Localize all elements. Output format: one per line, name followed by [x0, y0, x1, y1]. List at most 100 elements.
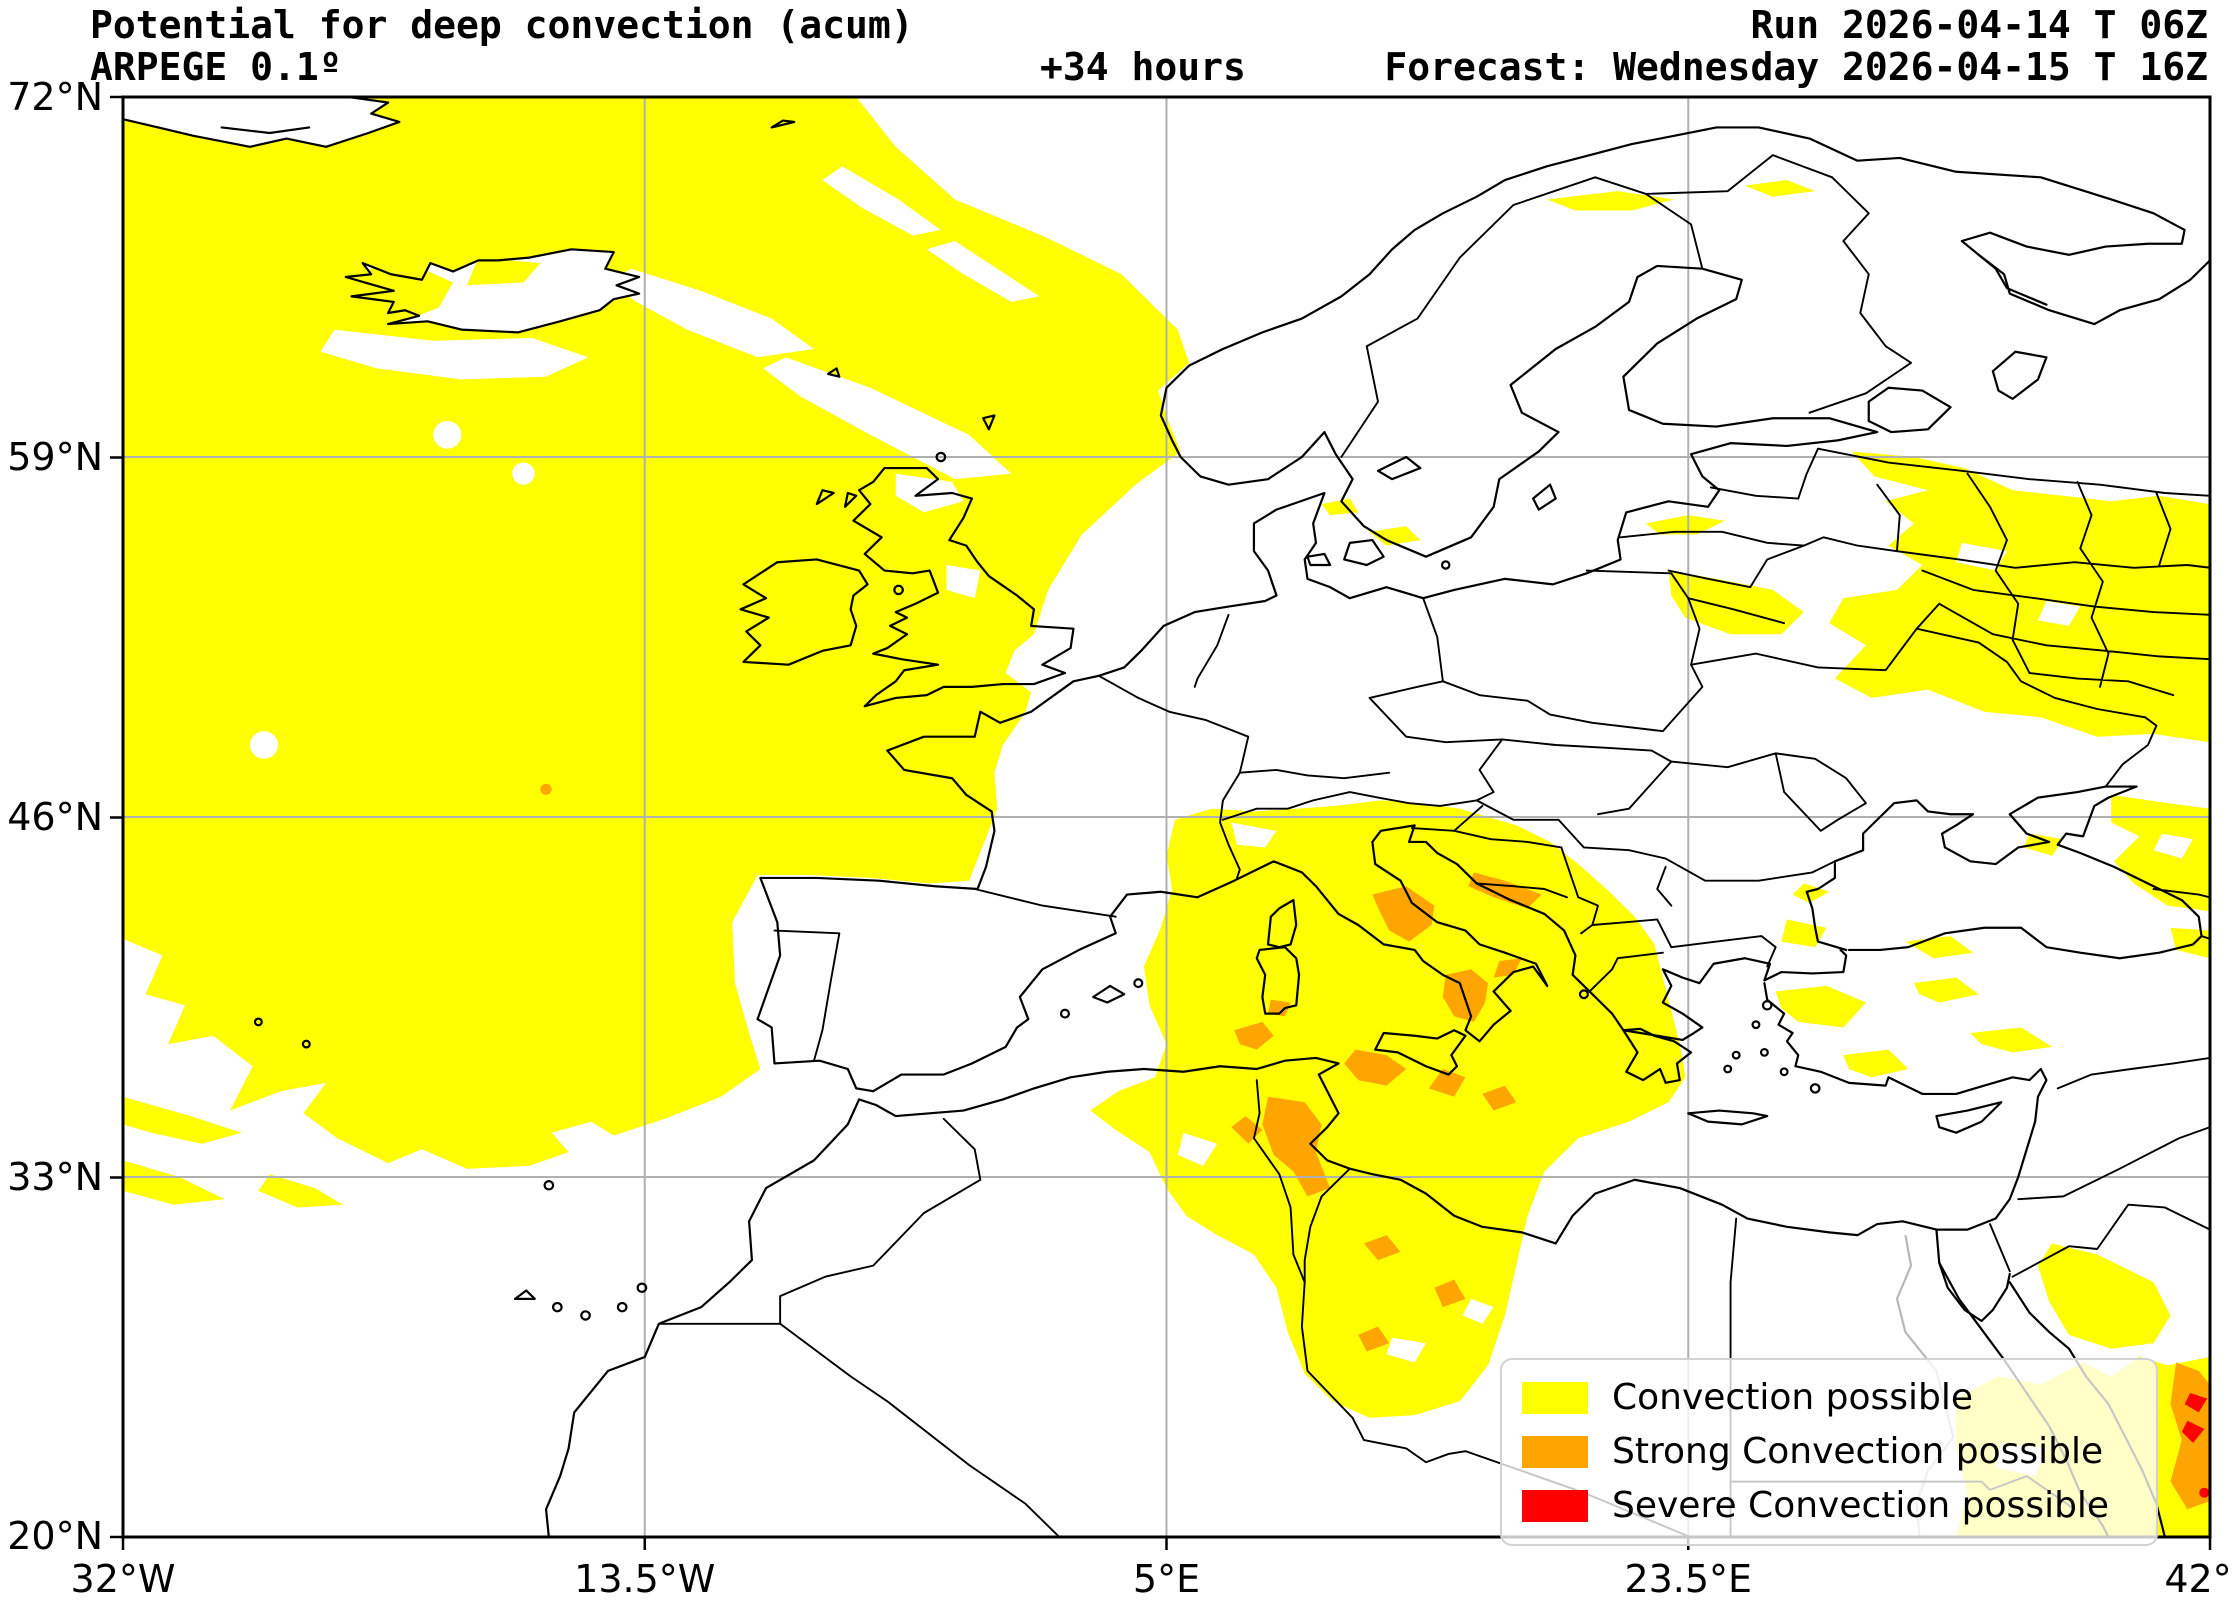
strong-convection-libya-3 [1358, 1326, 1390, 1352]
xtick-42e: 42°E [2164, 1557, 2233, 1601]
chios-island [1753, 1021, 1760, 1028]
graticule [123, 97, 2210, 1537]
aegean-island [1761, 1049, 1768, 1056]
border-france-belgium-germany [1099, 676, 1248, 773]
mallorca-island [1093, 986, 1124, 1003]
convection-area-nturkey-1 [1905, 936, 1974, 959]
azores-island [255, 1019, 262, 1026]
rhodes-island [1811, 1084, 1819, 1092]
convection-streak-sw-2 [123, 1160, 225, 1205]
border-norway-sweden [1341, 177, 1595, 457]
ytick-20n: 20°N [7, 1514, 103, 1558]
border-danube-romania-bulgaria [1559, 820, 1835, 881]
convection-area-wturkey-1 [1775, 985, 1866, 1028]
strong-convection-sicily-strait [1344, 1049, 1407, 1086]
clear-area [1177, 1132, 1218, 1166]
convection-area-belarus [1668, 570, 1804, 635]
strong-convection-sitaly [1442, 969, 1489, 1022]
ytick-46n: 46°N [7, 795, 103, 839]
border-tunisia-libya [1305, 1169, 1350, 1283]
axis-labels: 72°N 59°N 46°N 33°N 20°N 32°W 13.5°W 5°E… [7, 75, 2233, 1601]
legend-item-severe-convection: Severe Convection possible [1522, 1484, 2136, 1528]
xtick-32w: 32°W [71, 1557, 176, 1601]
russia-region-borders [1818, 449, 2210, 695]
forecast-label: Forecast: Wednesday 2026-04-15 T 16Z [1384, 45, 2208, 89]
bornholm-island [1442, 561, 1449, 568]
shetland-islands [983, 415, 994, 429]
border-spain-france [975, 889, 1116, 917]
ibiza-island [1061, 1010, 1069, 1018]
iceland-coast [346, 249, 639, 332]
sicily-coast [1375, 1030, 1465, 1074]
model-label: ARPEGE 0.1º [90, 45, 342, 89]
clear-area [946, 565, 981, 599]
cyprus-coast [1936, 1102, 2001, 1132]
xtick-5e: 5°E [1133, 1557, 1200, 1601]
great-britain-coast [853, 468, 1073, 706]
strong-convection-dalmatia [1468, 872, 1542, 909]
clear-area [1386, 1337, 1426, 1363]
convection-area-georgia [2170, 927, 2210, 959]
canary-island [638, 1284, 646, 1292]
clear-area [512, 462, 535, 485]
border-czech [1370, 681, 1503, 742]
border-algeria-tunisia [1254, 1080, 1305, 1282]
border-morocco-algeria [659, 1119, 981, 1324]
clear-area [1956, 542, 2007, 571]
strong-convection-tunisia [1262, 1096, 1331, 1197]
convection-area-wturkey-3 [1913, 977, 1979, 1003]
border-ukraine-russia [1917, 629, 2157, 787]
border-turkey-syria-iraq [2058, 1058, 2210, 1088]
hebrides-1 [817, 490, 834, 504]
convection-area-azov [2023, 833, 2064, 856]
aegean-island [1733, 1052, 1740, 1059]
convection-area-iceland-north [467, 257, 541, 286]
border-jordan-saudi [2013, 1205, 2210, 1277]
aegean-island [1724, 1066, 1731, 1073]
convection-area-nwsaudi [2037, 1243, 2171, 1349]
hebrides-2 [845, 493, 856, 507]
border-algeria-mauritania-mali [780, 1324, 1059, 1537]
strong-convection-atlantic-dot [540, 783, 552, 795]
gotland-island [1533, 485, 1556, 510]
convection-fleck [385, 1130, 402, 1146]
legend-label: Strong Convection possible [1612, 1431, 2104, 1472]
peloponnese-coast [1623, 1029, 1691, 1083]
clear-area [2153, 833, 2194, 859]
convection-swatch [1522, 1382, 1588, 1414]
coastlines [123, 97, 2210, 1537]
border-baltics [1621, 449, 1818, 546]
clear-area [320, 329, 589, 380]
xtick-13p5w: 13.5°W [574, 1557, 715, 1601]
border-finland-russia [1810, 177, 1912, 412]
canary-tenerife [515, 1291, 535, 1299]
greenland-fjord [222, 127, 309, 133]
strong-convection-swatch [1522, 1436, 1588, 1468]
lesbos-island [1763, 1001, 1771, 1009]
clear-area [608, 268, 814, 358]
legend-item-strong-convection: Strong Convection possible [1522, 1430, 2136, 1474]
convection-area-lapland-1 [1547, 191, 1675, 211]
corfu-island [1580, 990, 1588, 998]
convection-area-wturkey-2 [1843, 1049, 1909, 1078]
border-poland-east [1587, 571, 1703, 732]
country-borders [659, 155, 2210, 1540]
border-france-italy [1220, 773, 1240, 878]
lake-onega [1993, 352, 2047, 399]
anatolia-africa-coast [859, 983, 2046, 1243]
menorca-island [1134, 979, 1142, 987]
border-romania-hungary-ukraine [1598, 753, 1866, 831]
legend-label: Convection possible [1612, 1377, 1974, 1418]
clear-area [433, 421, 462, 449]
border-portugal-spain [774, 931, 839, 1061]
convection-area-dobruja [1792, 883, 1830, 903]
clear-area [895, 473, 964, 513]
legend-item-convection: Convection possible [1522, 1376, 2136, 1420]
orkney-islands [937, 453, 945, 461]
strong-convection-w-sardinia [1234, 1021, 1274, 1050]
ytick-72n: 72°N [7, 75, 103, 119]
border-bulgaria-serbia [1657, 867, 1671, 906]
run-label: Run 2026-04-14 T 06Z [1750, 3, 2208, 47]
aegean-island [1781, 1068, 1788, 1075]
